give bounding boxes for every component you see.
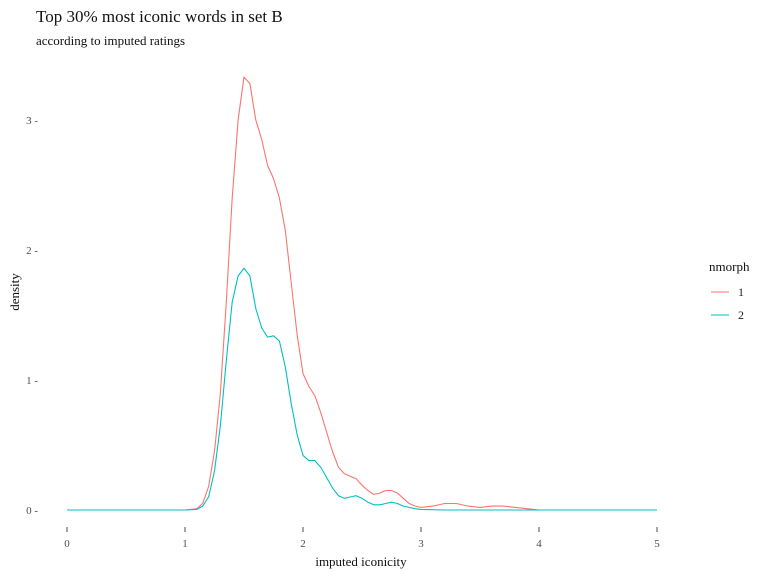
x-tick-label: 4 (536, 538, 542, 550)
y-tick-label: 0 - (26, 505, 38, 517)
legend-label-2: 2 (738, 308, 744, 322)
legend: nmorph 12 (709, 259, 750, 322)
series-line-2 (67, 267, 657, 511)
y-tick-label: 3 - (26, 115, 38, 127)
x-axis-label: imputed iconicity (315, 554, 407, 569)
x-tick-label: 5 (654, 538, 660, 550)
legend-title: nmorph (709, 259, 750, 274)
chart-subtitle: according to imputed ratings (36, 33, 185, 48)
y-axis-label: density (7, 273, 22, 311)
x-axis: 0 1 2 3 4 5 (64, 527, 660, 550)
legend-label-1: 1 (738, 285, 744, 299)
y-tick-label: 2 - (26, 245, 38, 257)
y-axis: 0 - 1 - 2 - 3 - (26, 115, 38, 517)
x-tick-label: 0 (64, 538, 70, 550)
series-lines (67, 76, 657, 511)
x-tick-label: 3 (418, 538, 424, 550)
legend-items: 12 (711, 285, 744, 322)
x-tick-label: 2 (300, 538, 306, 550)
series-line-1 (67, 76, 657, 511)
y-tick-label: 1 - (26, 375, 38, 387)
x-tick-label: 1 (182, 538, 188, 550)
chart-title: Top 30% most iconic words in set B (36, 7, 283, 26)
